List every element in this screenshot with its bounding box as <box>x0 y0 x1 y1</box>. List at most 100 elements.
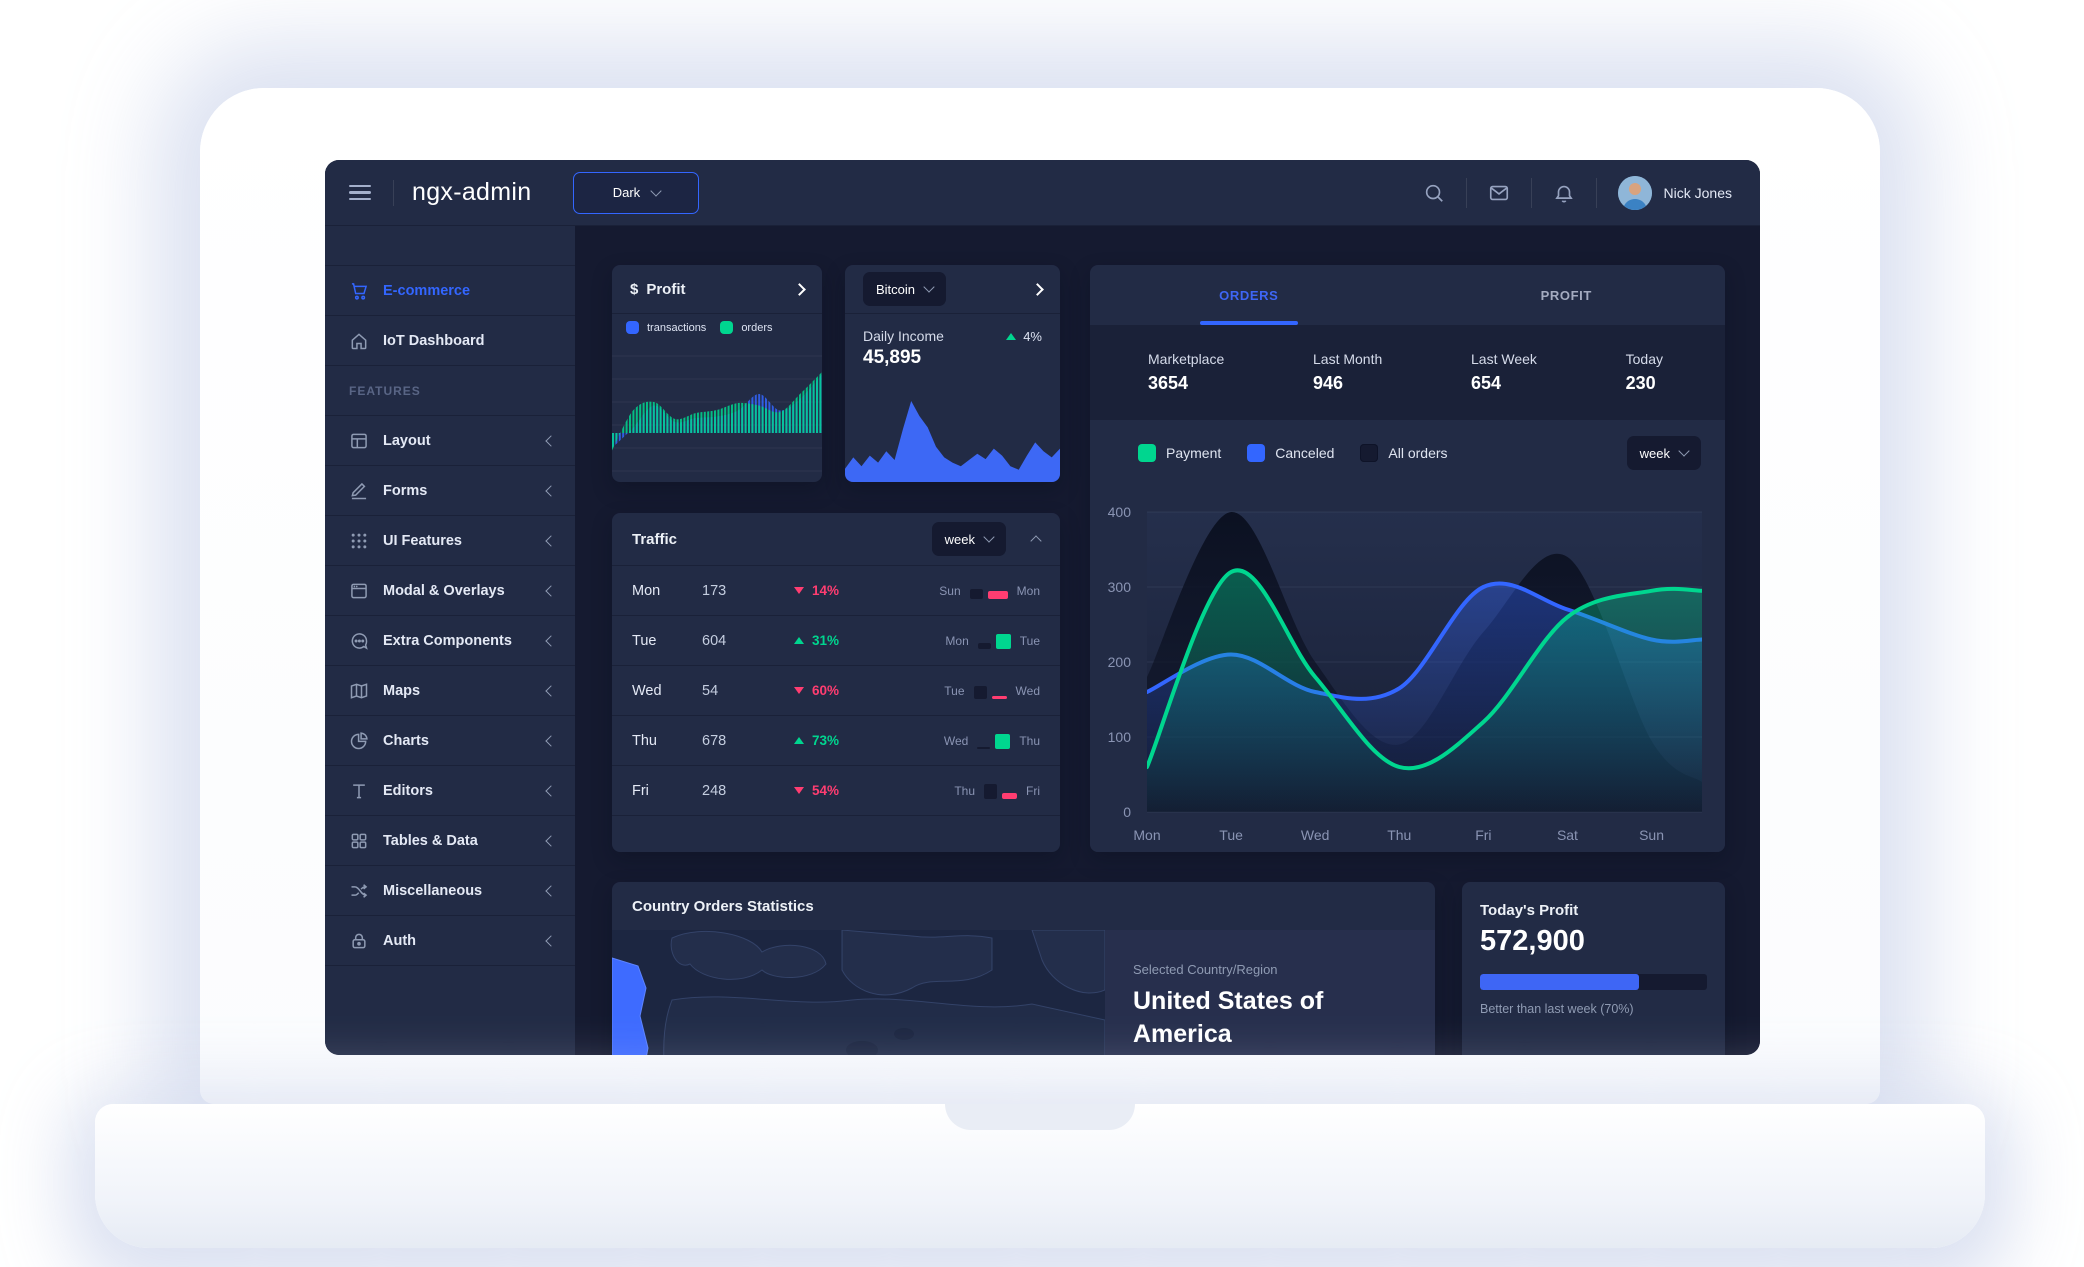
map-icon <box>349 681 369 701</box>
legend-label: All orders <box>1388 445 1448 461</box>
traffic-row: Mon 173 14% Sun Mon <box>612 566 1060 616</box>
todays-profit-value: 572,900 <box>1480 925 1585 957</box>
theme-select[interactable]: Dark <box>573 171 700 214</box>
edit-pencil-icon <box>349 481 369 501</box>
todays-profit-title: Today's Profit <box>1480 902 1579 919</box>
sidebar-item-label: Miscellaneous <box>383 882 483 899</box>
sidebar-section-features: FEATURES <box>325 365 575 415</box>
payment-checkbox[interactable] <box>1138 444 1156 462</box>
sidebar-item-label: UI Features <box>383 532 462 549</box>
stat-last-week: Last Week 654 <box>1471 351 1537 393</box>
sidebar-item-editors[interactable]: Editors <box>325 765 575 815</box>
country-orders-card: Country Orders Statistics <box>612 882 1435 1055</box>
sidebar-item-tables-data[interactable]: Tables & Data <box>325 815 575 865</box>
sidebar-item-label: IoT Dashboard <box>383 332 485 349</box>
sidebar-item-ecommerce[interactable]: E-commerce <box>325 265 575 315</box>
traffic-row: Fri 248 54% Thu Fri <box>612 766 1060 816</box>
svg-text:Wed: Wed <box>1301 827 1330 843</box>
message-bubble-icon <box>349 631 369 651</box>
sidebar-item-label: Forms <box>383 482 428 499</box>
legend-payment: Payment <box>1138 444 1221 462</box>
svg-text:Thu: Thu <box>1387 827 1411 843</box>
traffic-delta: 60% <box>794 683 890 698</box>
header-divider <box>393 179 394 206</box>
svg-text:Fri: Fri <box>1475 827 1491 843</box>
sidebar-item-label: E-commerce <box>383 282 471 299</box>
notifications-bell-icon[interactable] <box>1553 182 1575 204</box>
orders-profit-card: ORDERS PROFIT Marketplace 3654 Last Mont… <box>1090 265 1725 852</box>
sidebar-item-extra-components[interactable]: Extra Components <box>325 615 575 665</box>
chevron-right-icon[interactable] <box>1031 282 1044 296</box>
orders-legend-chip <box>720 321 734 334</box>
sidebar-item-charts[interactable]: Charts <box>325 715 575 765</box>
tab-orders[interactable]: ORDERS <box>1090 265 1408 325</box>
chevron-left-icon <box>545 834 557 847</box>
legend-canceled: Canceled <box>1247 444 1334 462</box>
daily-income-label: Daily Income <box>863 328 944 344</box>
orders-profit-tabs: ORDERS PROFIT <box>1090 265 1725 325</box>
chevron-down-icon <box>983 531 995 543</box>
sidebar-item-modal-overlays[interactable]: Modal & Overlays <box>325 565 575 615</box>
tab-profit[interactable]: PROFIT <box>1540 287 1592 303</box>
traffic-value: 604 <box>702 632 727 649</box>
chevron-left-icon <box>545 934 557 947</box>
stat-last-month: Last Month 946 <box>1313 351 1383 393</box>
all-orders-checkbox[interactable] <box>1360 444 1379 462</box>
sidebar-item-maps[interactable]: Maps <box>325 665 575 715</box>
pie-chart-icon <box>349 731 369 751</box>
svg-text:Sun: Sun <box>1639 827 1664 843</box>
trend-icon <box>794 737 804 744</box>
traffic-delta: 14% <box>794 583 890 598</box>
sidebar-item-iot-dashboard[interactable]: IoT Dashboard <box>325 315 575 365</box>
stat-today: Today 230 <box>1625 351 1663 393</box>
traffic-compare: Thu Fri <box>954 783 1040 799</box>
sidebar-item-forms[interactable]: Forms <box>325 465 575 515</box>
app-header: ngx-admin Dark <box>325 160 1760 226</box>
currency-select[interactable]: Bitcoin <box>863 272 947 306</box>
sidebar-item-layout[interactable]: Layout <box>325 415 575 465</box>
traffic-compare: Wed Thu <box>943 733 1040 749</box>
email-icon[interactable] <box>1488 182 1510 204</box>
keypad-grid-icon <box>349 531 369 551</box>
chevron-left-icon <box>545 584 557 597</box>
search-icon[interactable] <box>1423 182 1445 204</box>
sidebar-item-ui-features[interactable]: UI Features <box>325 515 575 565</box>
todays-profit-caption: Better than last week (70%) <box>1480 1002 1634 1016</box>
profit-legend: transactions orders <box>612 314 822 334</box>
collapse-chevron-up-icon[interactable] <box>1030 534 1042 547</box>
app-title[interactable]: ngx-admin <box>412 178 532 206</box>
traffic-delta: 73% <box>794 733 890 748</box>
sidebar-item-auth[interactable]: Auth <box>325 915 575 966</box>
canceled-checkbox[interactable] <box>1247 444 1266 462</box>
traffic-row: Wed 54 60% Tue Wed <box>612 666 1060 716</box>
svg-text:0: 0 <box>1123 804 1131 820</box>
sidebar-item-label: Auth <box>383 932 417 949</box>
currency-select-value: Bitcoin <box>876 281 916 297</box>
period-select-value: week <box>1639 445 1670 461</box>
orders-chart-canvas: 0 100 200 300 400 Mon Tue Wed Thu Fri Sat Sun <box>1108 504 1702 843</box>
user-avatar[interactable] <box>1617 175 1652 210</box>
profit-progress-fill <box>1480 974 1639 990</box>
orders-period-select[interactable]: week <box>1626 436 1701 470</box>
chevron-left-icon <box>545 734 557 747</box>
trend-icon <box>794 637 804 644</box>
sidebar-item-miscellaneous[interactable]: Miscellaneous <box>325 865 575 915</box>
menu-toggle-button[interactable] <box>349 184 371 201</box>
orders-chart-section: Payment Canceled All orders <box>1090 420 1725 852</box>
traffic-value: 173 <box>702 582 727 599</box>
bitcoin-chart-canvas <box>845 401 1060 482</box>
chevron-right-icon[interactable] <box>793 282 806 296</box>
country-card-title: Country Orders Statistics <box>632 897 814 915</box>
traffic-period-select[interactable]: week <box>931 522 1006 556</box>
traffic-compare: Tue Wed <box>944 683 1040 699</box>
traffic-row: Thu 678 73% Wed Thu <box>612 716 1060 766</box>
orders-stats: Marketplace 3654 Last Month 946 Last Wee… <box>1090 325 1725 420</box>
svg-text:200: 200 <box>1108 654 1132 670</box>
world-map[interactable] <box>612 930 1105 1055</box>
shuffle-icon <box>349 881 369 901</box>
legend-label: Payment <box>1166 445 1222 461</box>
chevron-left-icon <box>545 484 557 497</box>
sidebar-item-label: Tables & Data <box>383 832 478 849</box>
user-name[interactable]: Nick Jones <box>1663 184 1732 201</box>
